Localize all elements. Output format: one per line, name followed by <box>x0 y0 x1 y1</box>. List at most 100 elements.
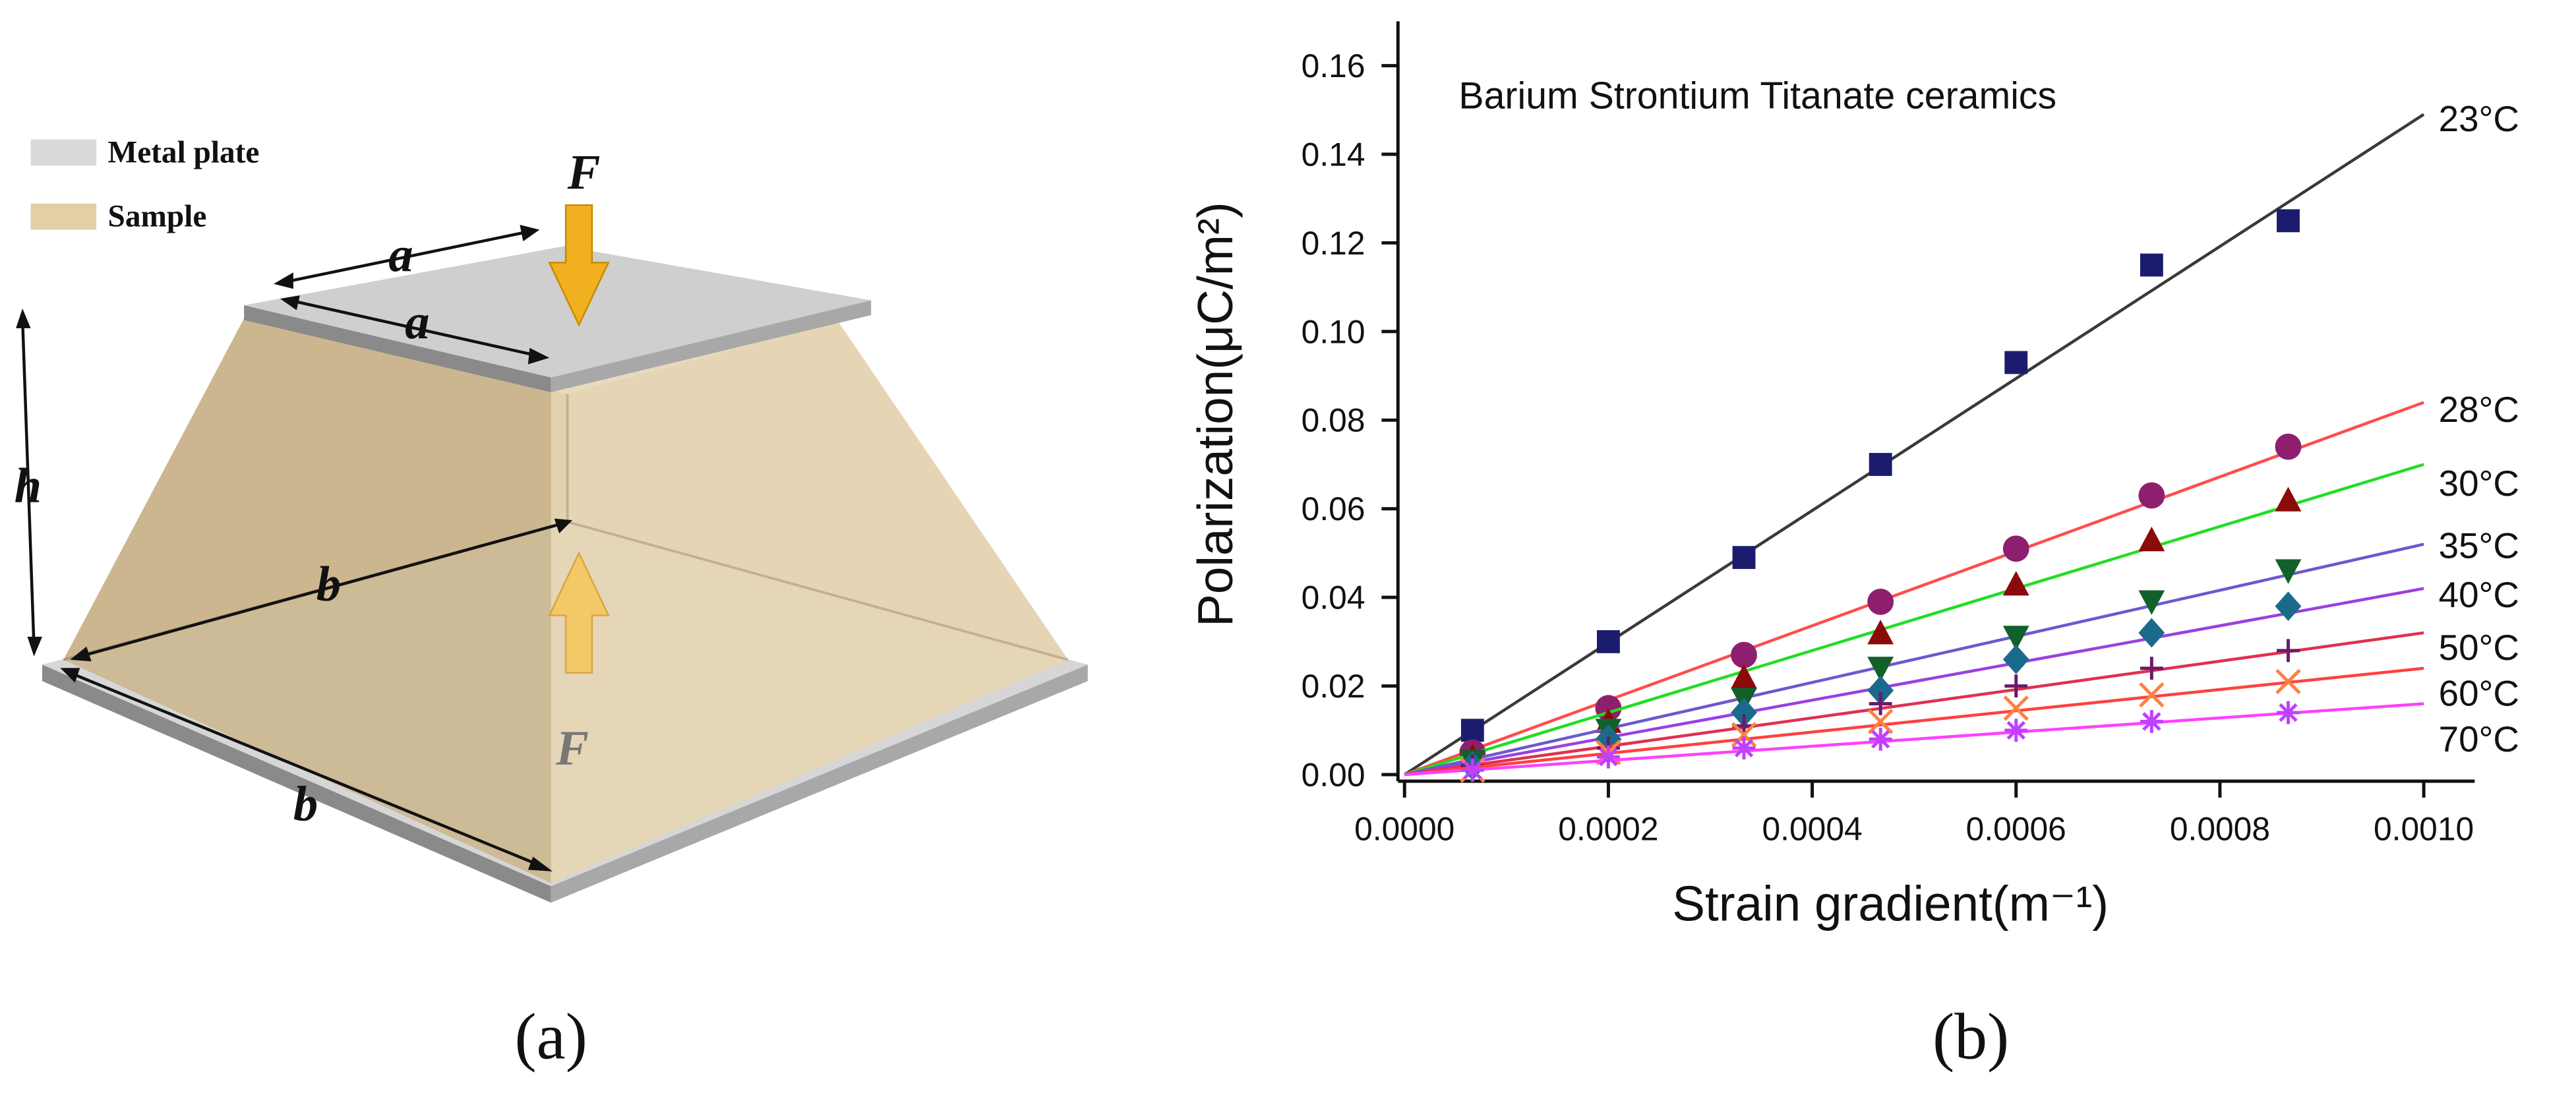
legend-swatch <box>30 139 97 166</box>
marker <box>2140 253 2163 277</box>
legend-label: Sample <box>108 200 207 234</box>
y-tick-label: 0.16 <box>1302 47 1365 84</box>
series-label: 35°C <box>2439 525 2519 566</box>
fit-line <box>1404 463 2424 777</box>
y-tick-label: 0.10 <box>1302 313 1365 350</box>
marker <box>2004 674 2028 698</box>
x-tick-label: 0.0006 <box>1966 811 2066 848</box>
y-tick-label: 0.02 <box>1302 668 1365 705</box>
marker <box>1867 657 1894 682</box>
marker <box>2140 657 2163 680</box>
marker <box>2004 719 2028 742</box>
marker <box>1732 736 1756 760</box>
marker <box>2138 590 2165 615</box>
x-tick-label: 0.0004 <box>1762 811 1862 848</box>
y-tick-label: 0.06 <box>1302 490 1365 527</box>
marker <box>2002 644 2029 674</box>
edge <box>567 520 1069 661</box>
panel-label: (a) <box>514 1000 587 1073</box>
x-tick-label: 0.0010 <box>2374 811 2474 848</box>
fit-line <box>1404 113 2425 776</box>
y-tick-label: 0.08 <box>1302 402 1365 439</box>
marker <box>1867 709 1894 734</box>
marker <box>1731 664 1757 689</box>
marker <box>1460 719 1484 742</box>
marker <box>2139 682 2165 708</box>
dimension-label: b <box>293 777 318 832</box>
sample-right-face <box>551 321 1068 883</box>
series-label: 50°C <box>2439 627 2519 668</box>
marker <box>1596 630 1620 653</box>
marker <box>2277 209 2300 233</box>
chart: 0.00 0.02 0.04 0.06 0.08 0.10 0.12 0.14 0.16 0.00… <box>1187 21 2519 1073</box>
marker <box>1460 758 1484 782</box>
y-tick-label: 0.00 <box>1302 756 1365 793</box>
x-tick-label: 0.0000 <box>1354 811 1454 848</box>
force-arrow <box>548 204 610 327</box>
marker <box>2002 535 2029 562</box>
marker <box>1867 588 1894 615</box>
legend-label: Metal plate <box>108 135 260 169</box>
marker <box>2138 618 2165 648</box>
sample-left-face <box>63 318 551 883</box>
x-axis-label: Strain gradient(m⁻¹) <box>1672 876 2109 931</box>
marker <box>2138 526 2165 552</box>
dimension-label: h <box>15 459 42 514</box>
top-plate-edge <box>244 305 551 392</box>
marker <box>2002 626 2029 651</box>
marker <box>2275 433 2302 460</box>
marker <box>1869 692 1892 715</box>
fit-line <box>1404 587 2424 777</box>
arrow-heads <box>16 225 573 871</box>
marker <box>2275 591 2302 622</box>
dimension-label: F <box>555 721 589 776</box>
legend-swatch <box>30 203 97 230</box>
marker <box>1596 745 1620 769</box>
marker <box>2275 668 2301 695</box>
y-tick-label: 0.04 <box>1302 579 1365 616</box>
x-tick-label: 0.0002 <box>1558 811 1658 848</box>
marker <box>2004 351 2028 374</box>
marker <box>2140 709 2163 733</box>
bottom-plate-edge <box>551 665 1088 903</box>
fit-line <box>1404 401 2424 777</box>
panel-label: (b) <box>1932 1000 2009 1073</box>
dimension-label: F <box>567 145 601 200</box>
series-label: 60°C <box>2439 672 2519 713</box>
marker <box>2277 639 2300 663</box>
marker <box>1731 641 1757 668</box>
marker <box>2275 559 2302 584</box>
top-plate <box>244 246 872 378</box>
marker <box>2138 482 2165 509</box>
bottom-plate-edge <box>42 665 551 903</box>
marker <box>2275 487 2302 512</box>
series-label: 40°C <box>2439 574 2519 615</box>
dimension-label: b <box>316 557 341 612</box>
series-label: 70°C <box>2439 719 2519 759</box>
fit-line <box>1404 666 2424 777</box>
marker <box>1867 620 1894 645</box>
marker <box>2003 695 2029 721</box>
fit-line <box>1404 543 2424 777</box>
y-tick-label: 0.12 <box>1302 225 1365 262</box>
top-plate-edge <box>551 300 872 392</box>
fit-line <box>1404 631 2424 777</box>
diagram <box>16 204 1088 903</box>
force-arrow <box>548 551 610 674</box>
marker <box>1869 727 1892 751</box>
marker <box>2277 701 2300 724</box>
dimension-label: a <box>405 295 429 349</box>
dimension-arrows <box>20 229 563 868</box>
dimension-label: a <box>388 227 413 282</box>
fit-line <box>1404 702 2424 777</box>
marker <box>1732 546 1756 570</box>
marker <box>2002 571 2029 596</box>
marker <box>1869 453 1892 476</box>
y-axis-label: Polarization(μC/m²) <box>1187 202 1243 627</box>
y-tick-label: 0.14 <box>1302 136 1365 173</box>
series-label: 30°C <box>2439 463 2519 504</box>
x-tick-label: 0.0008 <box>2170 811 2270 848</box>
series-label: 23°C <box>2439 98 2519 139</box>
